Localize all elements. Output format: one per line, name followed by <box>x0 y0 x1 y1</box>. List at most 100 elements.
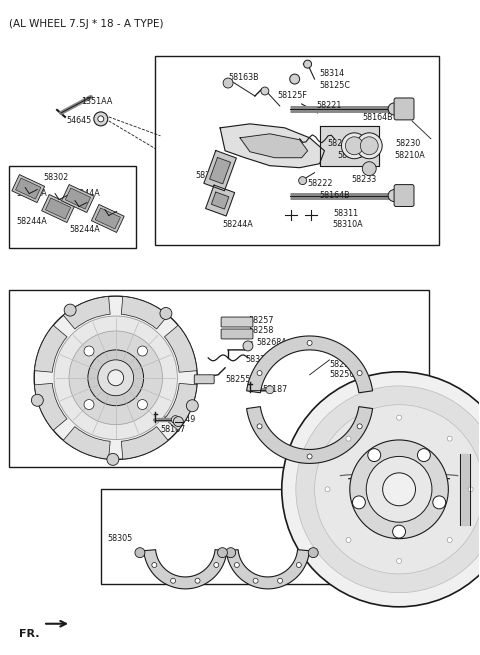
Text: 58414: 58414 <box>367 534 392 543</box>
Text: 58258: 58258 <box>248 326 273 335</box>
Text: 58257: 58257 <box>248 316 274 325</box>
Text: 58311: 58311 <box>334 208 359 217</box>
FancyBboxPatch shape <box>394 98 414 120</box>
Circle shape <box>418 449 431 462</box>
Polygon shape <box>247 407 372 463</box>
Circle shape <box>314 405 480 574</box>
FancyBboxPatch shape <box>221 317 253 327</box>
Circle shape <box>253 578 258 583</box>
Wedge shape <box>121 297 168 329</box>
Text: 58125F: 58125F <box>278 91 308 100</box>
Bar <box>101 489 344 584</box>
Text: 58310A: 58310A <box>333 221 363 229</box>
Circle shape <box>94 112 108 126</box>
Text: 58244A: 58244A <box>16 217 47 227</box>
Circle shape <box>173 417 183 426</box>
Wedge shape <box>35 326 67 372</box>
Wedge shape <box>165 326 197 372</box>
Text: 58323: 58323 <box>245 355 270 364</box>
FancyBboxPatch shape <box>394 185 414 206</box>
Wedge shape <box>35 383 67 430</box>
Polygon shape <box>205 185 235 216</box>
Polygon shape <box>15 178 41 199</box>
Text: 58268A: 58268A <box>256 338 287 347</box>
Circle shape <box>226 548 236 557</box>
Text: 58250R: 58250R <box>329 360 360 369</box>
Text: 58232: 58232 <box>337 151 363 160</box>
Text: 58252A: 58252A <box>85 424 116 434</box>
Text: 58314: 58314 <box>320 69 345 78</box>
Text: 58411D: 58411D <box>361 420 393 428</box>
Bar <box>156 56 439 246</box>
Circle shape <box>468 487 473 492</box>
Polygon shape <box>220 124 324 168</box>
Polygon shape <box>61 185 95 213</box>
Wedge shape <box>63 297 110 329</box>
Text: 58323: 58323 <box>152 415 177 424</box>
Polygon shape <box>12 175 45 202</box>
Text: 58164B: 58164B <box>320 191 350 200</box>
Circle shape <box>54 316 178 440</box>
Circle shape <box>160 307 172 320</box>
Circle shape <box>277 578 283 583</box>
Circle shape <box>346 436 351 441</box>
Circle shape <box>346 538 351 542</box>
Circle shape <box>396 415 402 420</box>
Circle shape <box>98 360 133 396</box>
Circle shape <box>396 559 402 563</box>
Text: 58222: 58222 <box>308 179 333 187</box>
Circle shape <box>356 133 382 159</box>
Wedge shape <box>165 383 197 430</box>
Text: 54645: 54645 <box>66 116 91 125</box>
Circle shape <box>234 563 240 567</box>
Text: 58244A: 58244A <box>16 189 47 198</box>
Polygon shape <box>91 204 124 233</box>
Circle shape <box>388 189 400 202</box>
Polygon shape <box>204 151 236 191</box>
Circle shape <box>84 400 94 409</box>
Circle shape <box>357 424 362 429</box>
Circle shape <box>296 386 480 593</box>
FancyBboxPatch shape <box>221 329 253 339</box>
FancyBboxPatch shape <box>194 375 214 384</box>
Circle shape <box>290 74 300 84</box>
Circle shape <box>217 548 228 557</box>
Circle shape <box>137 346 147 356</box>
Text: FR.: FR. <box>19 629 40 639</box>
Circle shape <box>107 453 119 465</box>
Circle shape <box>383 473 416 506</box>
Circle shape <box>84 346 94 356</box>
Text: 58210A: 58210A <box>394 151 425 160</box>
Polygon shape <box>247 336 372 393</box>
Circle shape <box>307 341 312 345</box>
Circle shape <box>357 371 362 375</box>
Text: 58244A: 58244A <box>195 171 226 179</box>
Circle shape <box>243 341 253 351</box>
Circle shape <box>195 578 200 583</box>
Bar <box>9 290 429 468</box>
Circle shape <box>257 424 262 429</box>
Circle shape <box>308 548 318 557</box>
Circle shape <box>98 116 104 122</box>
Text: 58187: 58187 <box>160 424 186 434</box>
Polygon shape <box>226 550 310 589</box>
Bar <box>9 166 136 248</box>
Circle shape <box>261 87 269 95</box>
Circle shape <box>362 162 376 176</box>
Circle shape <box>257 371 262 375</box>
Text: 58235B: 58235B <box>327 139 359 148</box>
Polygon shape <box>210 157 230 184</box>
Circle shape <box>368 449 381 462</box>
Circle shape <box>64 304 76 316</box>
Circle shape <box>296 563 301 567</box>
Circle shape <box>170 578 176 583</box>
Polygon shape <box>320 126 379 166</box>
Wedge shape <box>63 426 110 459</box>
Circle shape <box>325 487 330 492</box>
Text: 58221: 58221 <box>316 101 342 110</box>
Circle shape <box>393 525 406 538</box>
Text: 58125C: 58125C <box>320 81 350 90</box>
Polygon shape <box>46 198 71 219</box>
Polygon shape <box>65 188 91 209</box>
Text: 25649: 25649 <box>170 415 196 424</box>
